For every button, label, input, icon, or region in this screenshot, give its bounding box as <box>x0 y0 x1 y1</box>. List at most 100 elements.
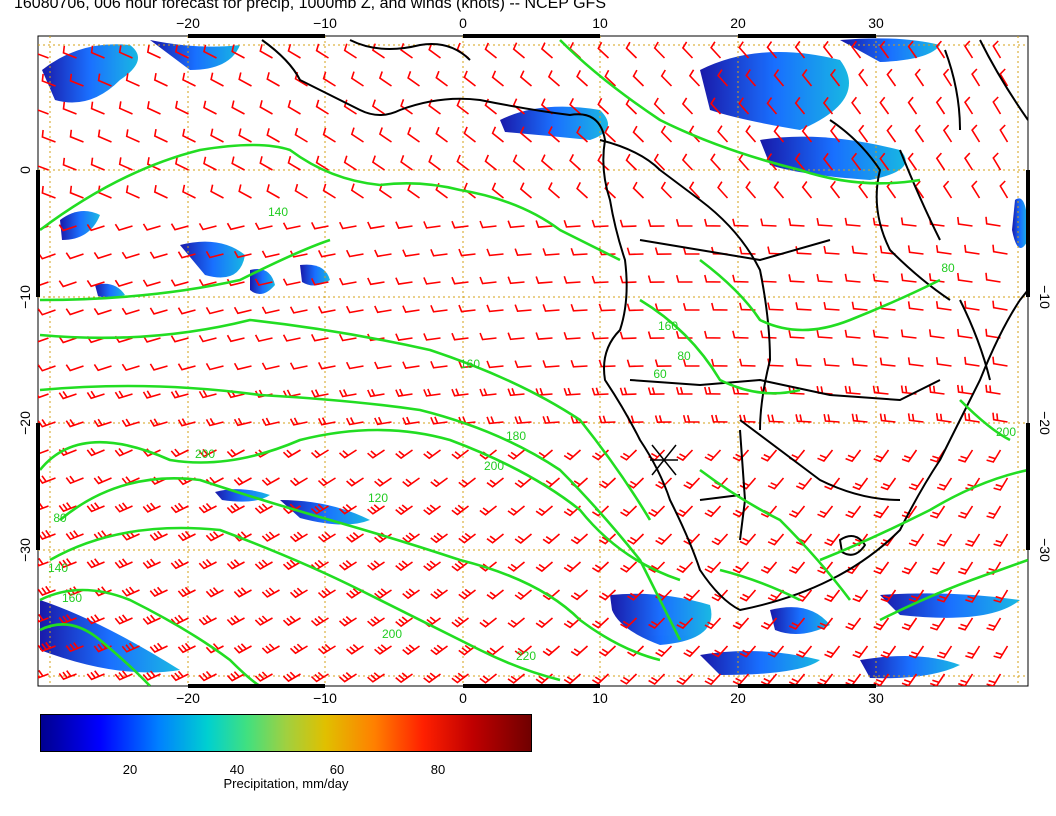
wind-barb <box>430 644 448 656</box>
wind-barb <box>710 41 722 59</box>
wind-barb <box>58 224 77 232</box>
wind-barb <box>519 126 533 143</box>
wind-barb <box>430 477 448 488</box>
wind-barb <box>514 304 532 313</box>
wind-barb <box>142 279 161 287</box>
wind-barb <box>682 414 700 423</box>
wind-barb <box>287 43 301 59</box>
wind-barb <box>121 251 140 260</box>
wind-barb <box>451 449 469 460</box>
wind-barb <box>507 561 526 572</box>
wind-barb <box>451 276 469 285</box>
wind-barb <box>486 477 505 488</box>
wind-barb <box>851 357 868 367</box>
wind-barb <box>233 587 252 598</box>
wind-barb <box>829 124 841 143</box>
wind-barb <box>463 182 476 199</box>
wind-barb <box>233 643 252 654</box>
wind-barb <box>676 449 694 462</box>
wind-barb <box>367 449 385 459</box>
wind-barb <box>627 589 645 601</box>
wind-barb <box>38 281 49 287</box>
wind-barb <box>287 155 301 171</box>
wind-barb <box>907 245 924 255</box>
wind-barb <box>479 505 497 516</box>
wind-barb <box>198 223 217 231</box>
wind-barb <box>400 43 413 59</box>
wind-barb <box>479 276 497 285</box>
colorbar <box>40 714 532 752</box>
wind-barb <box>491 182 505 199</box>
wind-barb <box>683 589 701 602</box>
wind-barb <box>704 386 721 395</box>
wind-barb <box>65 418 84 428</box>
wind-barb <box>430 588 448 600</box>
wind-barb <box>451 388 469 397</box>
wind-barb <box>993 589 1009 603</box>
wind-barb <box>507 617 526 628</box>
wind-barb <box>282 278 301 286</box>
wind-barb <box>514 477 533 489</box>
wind-barb <box>704 617 722 630</box>
wind-barb <box>985 328 1001 339</box>
wind-barb <box>322 127 336 143</box>
wind-barb <box>710 97 722 115</box>
wind-barb <box>170 558 189 570</box>
wind-barb <box>289 477 308 487</box>
wind-barb <box>423 277 441 285</box>
wind-barb <box>315 43 329 59</box>
wind-barb <box>942 68 953 87</box>
wind-barb <box>929 505 946 519</box>
wind-barb <box>514 645 533 657</box>
wind-barb <box>428 42 441 59</box>
contour-label: 160 <box>460 357 480 371</box>
wind-barb <box>346 644 364 655</box>
wind-barb <box>338 221 357 230</box>
wind-barb <box>86 614 105 625</box>
wind-barb <box>58 558 77 569</box>
wind-barb <box>676 673 694 686</box>
wind-barb <box>844 329 861 339</box>
wind-barb <box>261 531 280 542</box>
wind-barb <box>261 362 280 371</box>
wind-barb <box>428 154 441 171</box>
wind-barb <box>210 72 224 87</box>
wind-barb <box>816 217 833 227</box>
wind-barb <box>125 129 140 143</box>
wind-barb <box>907 413 924 423</box>
wind-barb <box>542 645 561 657</box>
wind-barb <box>458 304 476 313</box>
wind-barb <box>233 417 252 427</box>
wind-barb <box>402 249 420 257</box>
wind-barb <box>760 617 778 630</box>
wind-barb <box>767 302 784 311</box>
wind-barb <box>310 615 329 627</box>
wind-barb <box>507 449 526 460</box>
wind-barb <box>38 393 49 399</box>
wind-barb <box>97 73 112 87</box>
wind-barb <box>121 586 140 597</box>
wind-barb <box>317 531 336 543</box>
wind-barb <box>86 558 105 569</box>
wind-barb <box>479 220 497 229</box>
contour-label: 220 <box>516 649 536 663</box>
wind-barb <box>121 418 140 428</box>
wind-barb <box>824 533 841 547</box>
wind-barb <box>170 223 189 231</box>
wind-barb <box>486 589 505 600</box>
wind-barb <box>908 533 925 547</box>
wind-barb <box>963 96 974 115</box>
wind-barb <box>732 274 749 283</box>
lat-label-left: 0 <box>17 166 33 174</box>
wind-barb <box>205 531 224 542</box>
colorbar-tick: 20 <box>122 762 138 777</box>
wind-barb <box>41 129 56 143</box>
wind-barb <box>282 615 301 627</box>
wind-barb <box>451 504 469 516</box>
wind-barb <box>563 449 582 461</box>
wind-barb <box>563 387 581 396</box>
wind-barb <box>118 101 133 115</box>
lat-label-right: −20 <box>1037 411 1053 435</box>
wind-barb <box>315 99 329 115</box>
wind-barb <box>788 505 806 518</box>
